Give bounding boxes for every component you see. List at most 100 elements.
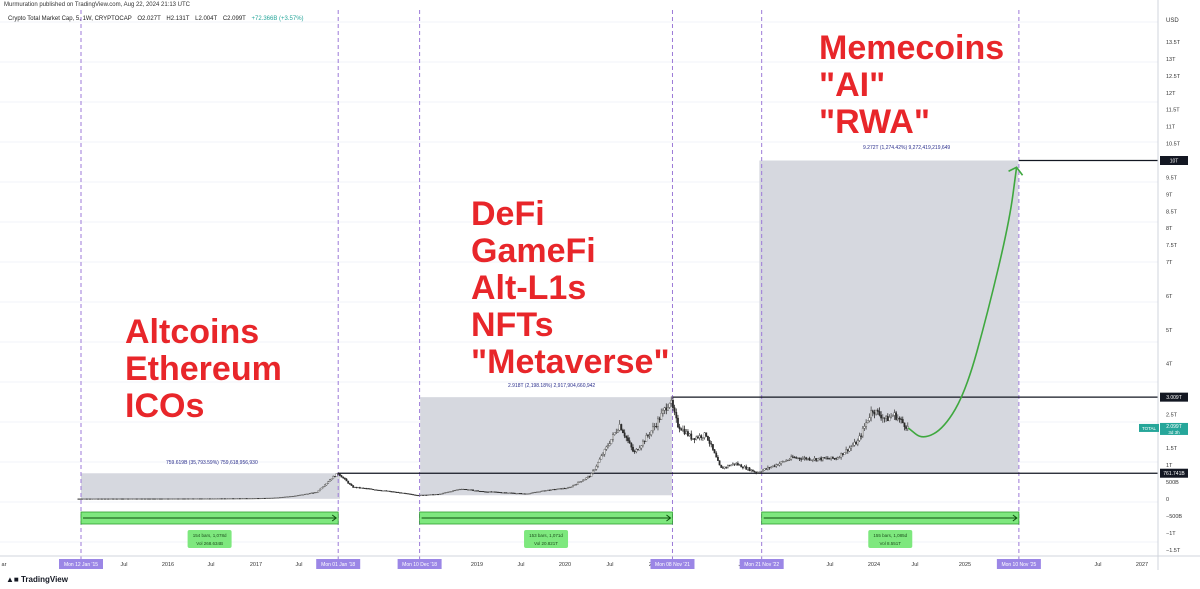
candle-body — [447, 491, 450, 493]
candle-body — [438, 493, 441, 495]
candle-body — [746, 467, 749, 470]
date-badge — [650, 559, 695, 569]
candle-body — [565, 488, 568, 490]
measure-box-cycle2 — [420, 397, 672, 496]
y-tick-label: 7.5T — [1166, 243, 1178, 249]
candle-body — [851, 445, 854, 447]
candle-body — [578, 481, 581, 483]
candle-body — [668, 403, 671, 408]
candle-body — [410, 493, 413, 495]
candle-body — [677, 417, 679, 428]
candle-body — [876, 409, 879, 412]
candle-body — [492, 491, 494, 493]
candle-body — [230, 498, 233, 500]
candle-body — [475, 490, 478, 492]
candle-body — [244, 498, 246, 500]
y-tick-label: 6T — [1166, 294, 1173, 300]
candle-body — [187, 498, 190, 500]
candle-body — [558, 488, 561, 490]
candle-body — [242, 498, 245, 500]
candle-body — [637, 449, 639, 451]
tradingview-logo[interactable]: ▲■ TradingView — [6, 575, 68, 584]
candle-body — [592, 470, 594, 474]
candle-body — [422, 494, 425, 496]
candle-body — [585, 477, 588, 480]
candle-body — [655, 426, 658, 428]
candle-body — [347, 480, 350, 484]
candle-body — [160, 498, 163, 500]
candle-body — [295, 495, 298, 497]
candle-body — [373, 489, 376, 491]
legend-symbol[interactable]: Crypto Total Market Cap, 5, 1W, CRYPTOCA… — [8, 16, 132, 22]
candle-body — [660, 413, 663, 420]
candle-body — [900, 418, 903, 420]
candle-body — [573, 484, 576, 486]
candle-body — [487, 491, 489, 493]
candle-body — [267, 497, 270, 499]
candle-body — [262, 497, 265, 499]
candle-body — [90, 498, 93, 500]
candle-body — [755, 471, 758, 474]
candle-body — [846, 449, 849, 452]
date-range-vol-label: Vol 8.551T — [880, 541, 902, 546]
candle-body — [495, 491, 498, 493]
candle-body — [652, 426, 654, 432]
candle-body — [761, 469, 764, 472]
candle-body — [102, 498, 105, 500]
candle-body — [613, 432, 616, 435]
candle-body — [888, 417, 891, 422]
x-tick-label: 2017 — [250, 562, 262, 568]
candle-body — [662, 410, 664, 414]
candle-body — [878, 411, 881, 416]
candle-body — [898, 417, 901, 420]
current-countdown-label: 3d 3h — [1168, 430, 1180, 435]
candle-body — [460, 489, 463, 491]
candle-body — [905, 426, 907, 429]
candle-body — [825, 457, 828, 459]
candle-body — [863, 426, 866, 429]
candle-body — [350, 483, 353, 486]
candle-body — [738, 464, 741, 466]
candle-body — [510, 492, 513, 494]
candle-body — [400, 492, 403, 494]
candle-body — [688, 433, 691, 436]
candle-body — [780, 461, 783, 464]
candle-body — [393, 491, 396, 493]
candle-body — [232, 498, 235, 500]
candle-body — [235, 498, 238, 500]
candle-body — [352, 485, 355, 488]
candle-body — [132, 498, 135, 500]
candle-body — [670, 400, 673, 404]
candle-body — [274, 497, 276, 499]
candle-body — [663, 407, 666, 411]
candle-body — [180, 498, 183, 500]
candle-body — [482, 491, 484, 493]
candle-body — [870, 410, 873, 418]
candle-body — [856, 440, 859, 445]
candle-body — [690, 433, 693, 440]
candle-body — [598, 458, 601, 463]
candle-body — [788, 459, 791, 461]
candle-body — [205, 498, 208, 500]
candle-body — [362, 487, 365, 489]
candle-body — [269, 497, 271, 499]
candle-body — [658, 418, 661, 420]
candle-body — [901, 419, 904, 424]
candle-body — [685, 431, 688, 435]
candle-body — [838, 457, 841, 459]
candle-body — [415, 494, 418, 496]
candle-body — [773, 465, 776, 467]
candle-body — [340, 475, 343, 478]
candle-body — [557, 488, 559, 490]
candle-body — [159, 498, 161, 500]
candle-body — [523, 493, 526, 495]
candle-body — [597, 462, 599, 467]
candle-body — [139, 498, 141, 500]
candle-body — [385, 490, 388, 492]
candle-body — [567, 487, 569, 489]
candle-body — [77, 498, 80, 500]
candle-body — [150, 498, 153, 500]
candle-body — [275, 497, 278, 499]
candle-body — [397, 491, 400, 493]
